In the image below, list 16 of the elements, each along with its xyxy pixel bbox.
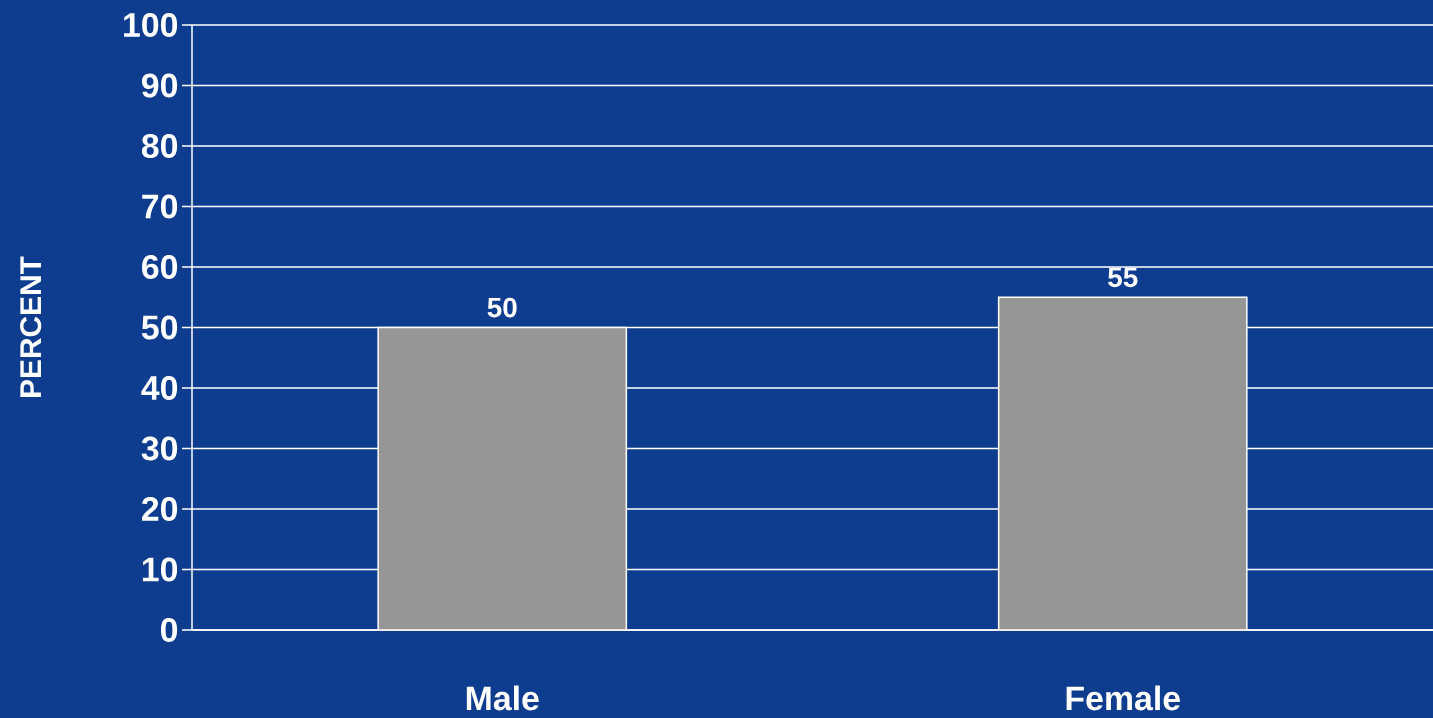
y-tick-label: 30 [141,436,178,461]
y-tick-label: 20 [141,497,178,521]
y-axis-title: PERCENT [20,256,42,397]
x-tick-label: Male [466,685,539,711]
y-tick-label: 0 [160,618,178,642]
y-tick-label: 70 [142,194,178,219]
y-tick-label: 50 [141,315,178,340]
data-label: 50 [487,297,517,318]
y-tick-label: 60 [142,255,178,279]
y-tick-label: 80 [141,134,178,158]
y-tick-label: 100 [124,13,178,37]
x-tick-label: Female [1066,685,1180,711]
data-label: 55 [1108,267,1138,288]
y-tick-label: 10 [142,557,178,582]
y-tick-label: 40 [141,376,178,400]
y-tick-label: 90 [141,73,178,98]
